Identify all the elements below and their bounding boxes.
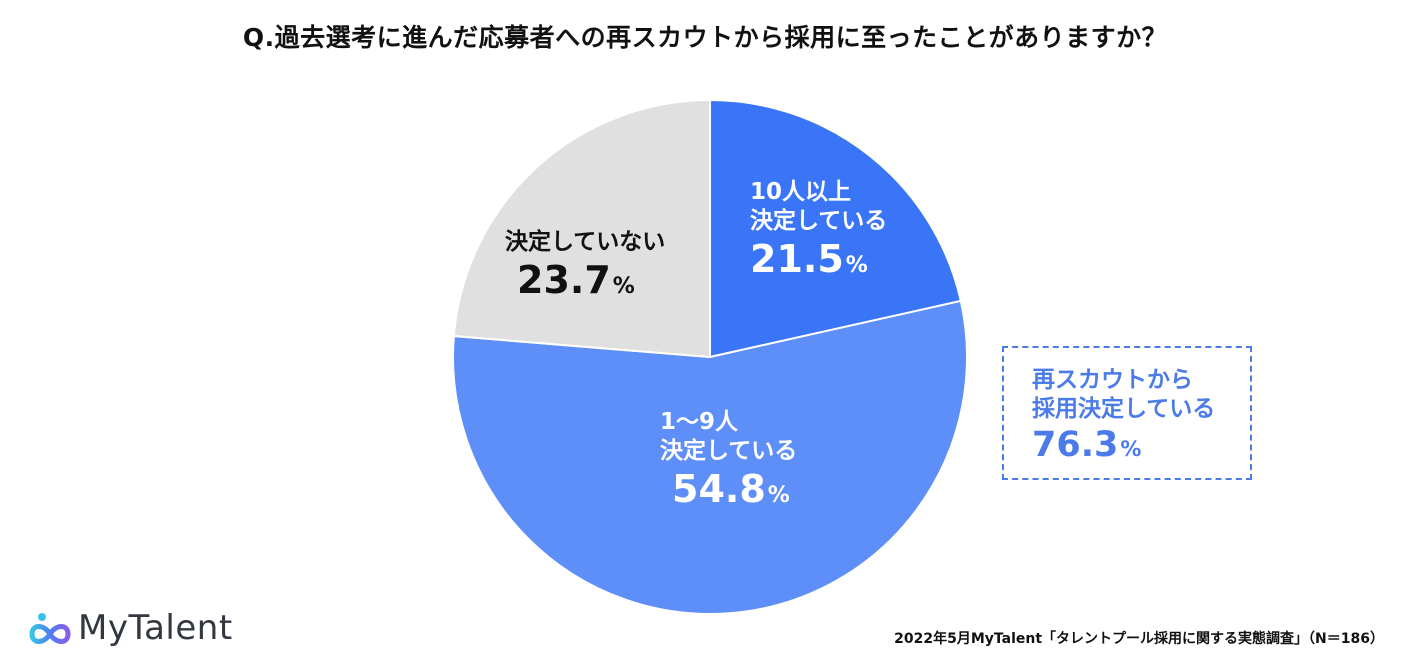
logo-text: MyTalent: [78, 608, 233, 648]
percent-sign: %: [767, 482, 790, 508]
percent-sign: %: [845, 252, 868, 278]
infinity-logo-icon: [29, 613, 71, 644]
slice-label-line2: 決定している: [750, 207, 888, 234]
percent-sign: %: [612, 273, 635, 299]
slice-label-10-plus: 10人以上 決定している 21.5%: [750, 178, 887, 283]
slice-label-line2: 決定している: [660, 437, 798, 464]
percent-sign: %: [1120, 436, 1142, 461]
callout-value: 76.3: [1032, 424, 1119, 465]
slice-value: 21.5: [750, 236, 844, 281]
slice-label-none: 決定していない 23.7%: [505, 228, 665, 304]
pie-slice-10-plus: [709, 98, 963, 359]
summary-callout: 再スカウトから 採用決定している 76.3%: [1002, 346, 1252, 480]
slice-label-line1: 10人以上: [750, 179, 852, 205]
source-note: 2022年5月MyTalent「タレントプール採用に関する実態調査」（N＝186…: [894, 631, 1384, 647]
pie-slice-1-to-9: [452, 299, 968, 615]
slice-value: 54.8: [672, 466, 766, 511]
pie-slice-none: [452, 98, 711, 359]
slice-label-line1: 1〜9人: [660, 409, 739, 435]
callout-line2: 採用決定している: [1032, 395, 1216, 422]
slice-label-1-to-9: 1〜9人 決定している 54.8%: [660, 408, 797, 513]
brand-logo: MyTalent: [28, 606, 233, 650]
callout-percent: 76.3%: [1032, 424, 1250, 468]
chart-title: Q.過去選考に進んだ応募者への再スカウトから採用に至ったことがありますか？: [242, 23, 1168, 52]
slice-value: 23.7: [517, 257, 611, 302]
slice-percent: 54.8%: [672, 466, 797, 514]
slice-percent: 21.5%: [750, 236, 887, 284]
callout-line1: 再スカウトから: [1032, 367, 1193, 393]
slice-label-line1: 決定していない: [505, 229, 666, 255]
slice-percent: 23.7%: [517, 257, 665, 305]
